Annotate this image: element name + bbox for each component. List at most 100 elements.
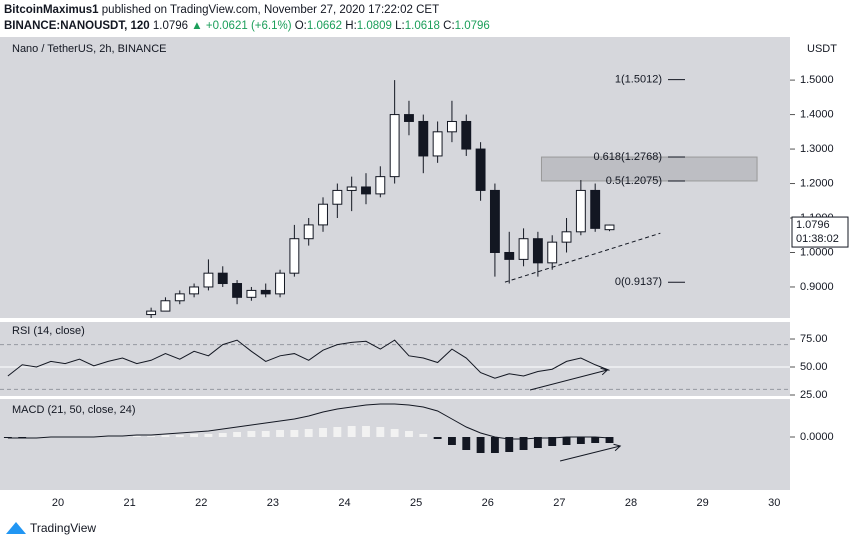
x-tick-label: 25 <box>410 497 422 509</box>
candle-body <box>475 148 486 191</box>
histogram-bar <box>533 437 542 448</box>
currency: USDT <box>807 43 837 55</box>
histogram-bar <box>405 431 413 437</box>
y-tick-label: 0.0000 <box>800 431 834 443</box>
histogram-bar <box>462 437 471 450</box>
candle-body <box>418 120 429 157</box>
histogram-bar <box>576 437 585 444</box>
histogram-bar <box>347 426 356 437</box>
candle-body <box>174 293 185 302</box>
candle-body <box>404 114 414 122</box>
candle-body <box>160 300 171 312</box>
arrow <box>529 369 608 391</box>
header-line: BitcoinMaximus1 published on TradingView… <box>4 2 490 18</box>
candle-body <box>146 310 157 316</box>
candle-body <box>217 272 228 285</box>
candle-body <box>189 286 200 295</box>
histogram-bar <box>333 427 342 437</box>
histogram-bar <box>448 437 456 445</box>
histogram-bar <box>591 437 600 443</box>
x-tick-label: 27 <box>553 497 565 509</box>
candle-body <box>346 186 357 191</box>
ohlc-label: O: <box>294 20 307 32</box>
y-tick-label: 0.9000 <box>800 281 834 293</box>
histogram-bar <box>147 436 156 437</box>
histogram-bar <box>390 429 399 437</box>
histogram-bar <box>161 435 170 437</box>
x-tick-label: 29 <box>696 497 708 509</box>
candle-body <box>361 186 371 195</box>
countdown: 01:38:02 <box>796 233 839 245</box>
candle-body <box>504 251 515 260</box>
histogram-bar <box>376 427 385 437</box>
candle-body <box>289 238 300 274</box>
candle-body <box>518 238 529 260</box>
y-tick-label: 50.00 <box>800 361 828 373</box>
x-tick-label: 20 <box>52 497 64 509</box>
y-tick-label: 1.0000 <box>800 246 834 258</box>
histogram-bar <box>319 428 327 437</box>
logo <box>6 522 26 534</box>
histogram-bar <box>276 430 284 437</box>
histogram-bar <box>519 437 528 450</box>
candle-body <box>604 224 615 231</box>
arrow <box>559 445 621 462</box>
candle-body <box>590 189 601 229</box>
published: published on TradingView.com, November 2… <box>101 4 440 16</box>
histogram-bar <box>605 437 614 443</box>
candle-body <box>561 231 572 243</box>
candle-body <box>232 283 243 298</box>
candle-body <box>375 176 386 195</box>
candle-body <box>461 120 472 150</box>
symbol: BINANCE:NANOUSDT, 120 <box>4 20 150 32</box>
rsi-title: RSI (14, close) <box>12 325 85 337</box>
histogram-bar <box>433 437 442 439</box>
histogram-bar <box>132 436 141 437</box>
histogram-bar <box>362 426 370 437</box>
ohlc-value: 1.0662 <box>306 20 343 32</box>
trendline <box>504 232 661 283</box>
histogram-bar <box>505 437 514 452</box>
price-tag <box>791 216 849 248</box>
y-tick-label: 1.3000 <box>800 143 834 155</box>
candle-body <box>432 131 443 157</box>
histogram-bar <box>204 434 213 437</box>
histogram-bar <box>290 430 299 437</box>
fib-label: 1(1.5012) <box>615 74 662 86</box>
y-tick-label: 1.5000 <box>800 74 834 86</box>
candle-body <box>246 289 257 298</box>
macd-title: MACD (21, 50, close, 24) <box>12 404 136 416</box>
rsi-pane <box>0 322 790 396</box>
last: 1.0796 <box>152 20 189 32</box>
candle-body <box>547 241 558 264</box>
x-tick-label: 28 <box>625 497 637 509</box>
fib-label: 0.5(1.2075) <box>606 175 662 187</box>
candle-body <box>489 189 500 253</box>
histogram-bar <box>490 437 499 453</box>
candle-body <box>275 272 285 295</box>
author: BitcoinMaximus1 <box>4 4 99 16</box>
x-tick-label: 21 <box>124 497 136 509</box>
y-tick-label: 25.00 <box>800 389 828 401</box>
histogram-bar <box>261 431 270 437</box>
histogram-bar <box>476 437 485 453</box>
histogram-bar <box>190 434 199 437</box>
candle-body <box>532 238 543 264</box>
candle-body <box>389 114 400 178</box>
ohlc-label: L: <box>395 20 405 32</box>
ohlc-value: 1.0618 <box>404 20 440 32</box>
rsi-line <box>7 339 610 379</box>
x-tick-label: 24 <box>338 497 350 509</box>
change: ▲ +0.0621 (+6.1%) <box>191 20 292 32</box>
price-title: Nano / TetherUS, 2h, BINANCE <box>12 43 166 55</box>
histogram-bar <box>304 429 313 437</box>
ohlc-value: 1.0796 <box>454 20 490 32</box>
price-tag-label: 1.0796 <box>796 219 830 231</box>
histogram-bar <box>548 437 557 446</box>
ohlc-label: C: <box>443 20 455 32</box>
histogram-bar <box>562 437 571 445</box>
candle-body <box>318 203 328 226</box>
x-tick-label: 26 <box>482 497 494 509</box>
